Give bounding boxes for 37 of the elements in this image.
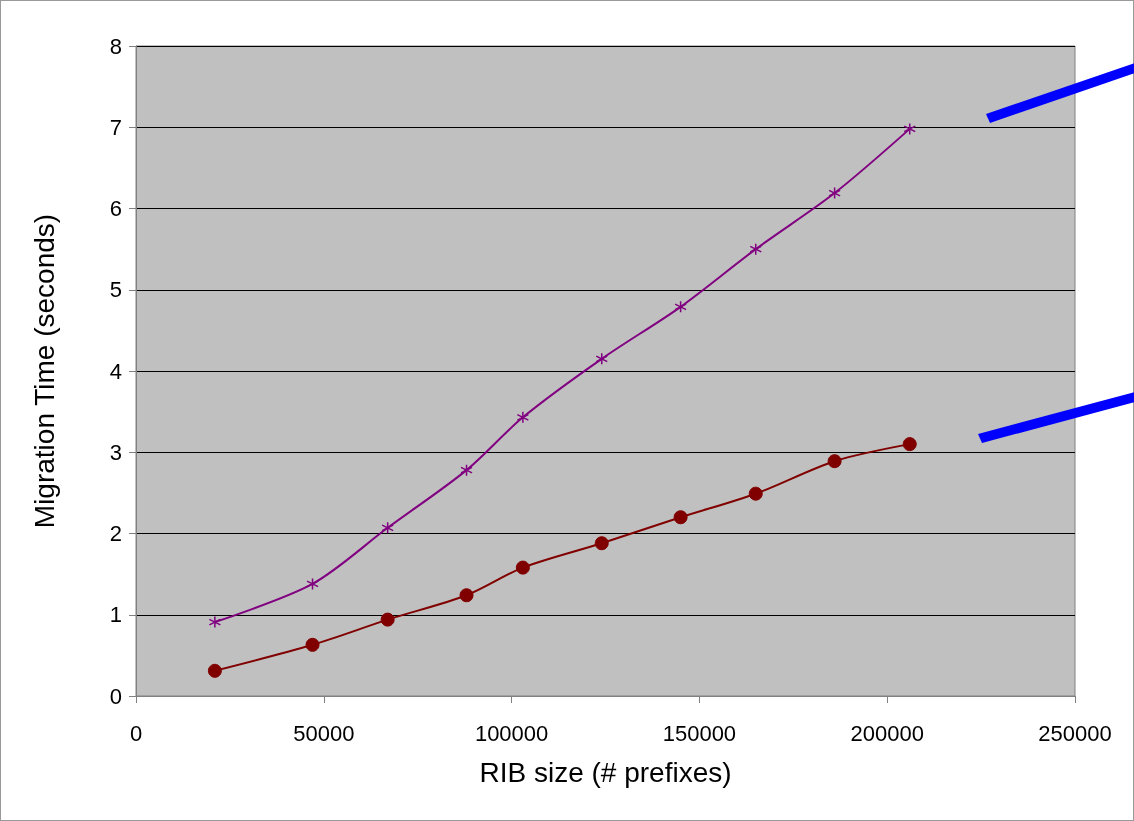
x-tick-label: 50000 (293, 720, 355, 746)
point (380, 612, 395, 627)
point (515, 560, 530, 575)
point (595, 352, 608, 366)
point (305, 637, 320, 652)
y-tick-label: 3 (109, 439, 122, 465)
point (748, 486, 763, 501)
y-tick-label: 6 (109, 196, 122, 221)
point (674, 300, 687, 314)
y-tick-label: 8 (109, 33, 122, 59)
y-tick-label: 4 (109, 358, 122, 384)
point (516, 411, 530, 424)
y-tick-label: 7 (109, 114, 122, 140)
point (902, 437, 917, 452)
point (381, 521, 394, 535)
point (306, 577, 319, 591)
y-tick-label: 2 (109, 521, 122, 546)
x-tick-label: 100000 (474, 720, 549, 746)
x-tick-label: 200000 (850, 720, 924, 746)
y-tick-label: 0 (109, 683, 122, 709)
x-tick-label: 0 (129, 720, 143, 746)
x-tick-label: 250000 (1038, 720, 1112, 746)
point (207, 663, 222, 678)
point (828, 186, 841, 200)
point (903, 122, 916, 136)
point (459, 588, 474, 603)
x-tick-label: 150000 (662, 720, 737, 746)
point (673, 510, 688, 525)
y-axis-title: Migration Time (seconds) (28, 213, 60, 529)
point (749, 242, 762, 256)
x-axis-title: RIB size (# prefixes) (479, 756, 732, 788)
point (827, 454, 842, 469)
point (208, 615, 222, 629)
y-tick-label: 1 (109, 602, 122, 628)
y-tick-label: 5 (109, 277, 122, 303)
point (594, 536, 609, 551)
point (460, 463, 473, 477)
